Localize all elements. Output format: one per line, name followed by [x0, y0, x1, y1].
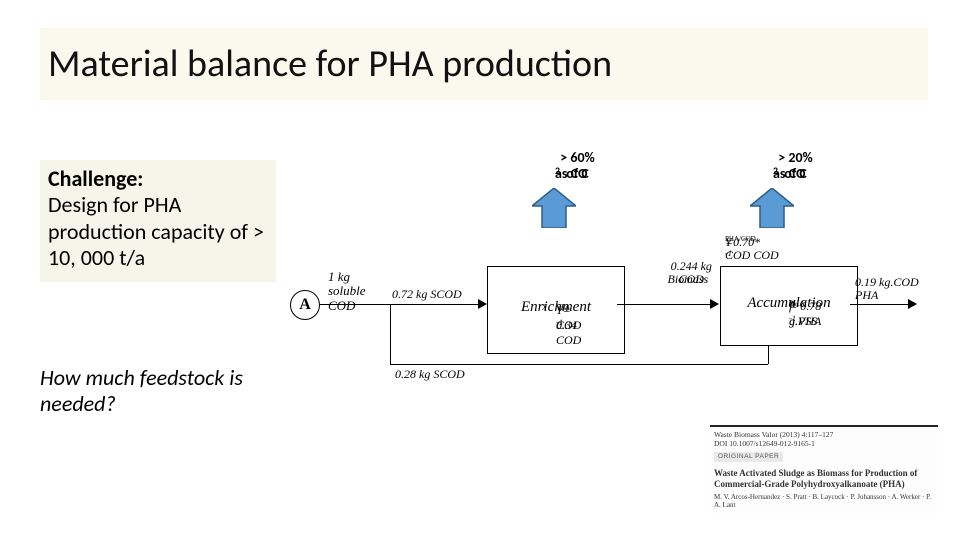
yield-exp: -1: [725, 249, 732, 258]
to-enrich-label: 0.72 kg SCOD: [392, 288, 462, 301]
output-line2: PHA: [855, 289, 878, 302]
biomass-label: 0.244 kg COD Biomass: [620, 260, 715, 273]
line-a-split: [320, 304, 390, 305]
up-arrow-left-icon: [532, 188, 576, 228]
ref-badge: ORIGINAL PAPER: [714, 452, 783, 462]
ref-journal: Waste Biomass Valor (2013) 4:117–127: [714, 430, 934, 439]
arrow-output-icon: [908, 299, 917, 309]
ref-authors: M. V. Arcos-Hernandez · S. Pratt · B. La…: [714, 493, 934, 511]
line-bypass-h: [390, 364, 768, 365]
yield-line2: COD COD: [725, 249, 779, 262]
flow-diagram: > 60% of C as CO2 > 20% of C as CO2 A 1 …: [280, 150, 940, 470]
input-line2: soluble: [328, 284, 366, 298]
accumulation-box: Accumulation fPHA*= 0.78 g.PHA g.VSS-1: [720, 266, 858, 346]
arrow-to-enrich-icon: [478, 299, 487, 309]
line-accum-out: [850, 304, 910, 305]
emission-right-label: > 20% of C as CO2: [728, 150, 818, 166]
line-enrich-accum: [617, 304, 712, 305]
page-title: Material balance for PHA production: [48, 41, 612, 87]
ref-doi: DOI 10.1007/s12649-012-9165-1: [714, 439, 934, 448]
emission-left-label: > 60% of C as CO2: [510, 150, 600, 166]
yield-label: YPHA/COD=0.70* COD COD-1: [725, 236, 855, 249]
up-arrow-right-icon: [750, 188, 794, 228]
input-line3: COD: [328, 299, 355, 313]
challenge-box: Challenge: Design for PHA production cap…: [40, 160, 276, 282]
node-a-label: A: [299, 296, 311, 314]
enrich-eq2-exp: -1: [556, 318, 563, 327]
node-a: A: [290, 290, 320, 320]
biomass-line2: Biomass: [668, 273, 709, 286]
enrichment-box: Enrichment YVFAX = 0.34 COD COD-1: [487, 266, 625, 354]
title-bar: Material balance for PHA production: [40, 28, 928, 100]
emission-right-sub: 2: [773, 166, 778, 177]
reference-card: Waste Biomass Valor (2013) 4:117–127 DOI…: [710, 425, 938, 514]
line-bypass-v: [390, 304, 391, 364]
accum-eq2-exp: -1: [789, 314, 796, 323]
input-line1: 1 kg: [328, 270, 350, 284]
ref-title: Waste Activated Sludge as Biomass for Pr…: [714, 468, 934, 490]
question-text: How much feedstock is needed?: [40, 365, 260, 418]
line-split-enrich: [390, 304, 480, 305]
challenge-body: Design for PHA production capacity of > …: [48, 192, 268, 271]
enrich-eq-sub: X: [542, 303, 547, 312]
bypass-label: 0.28 kg SCOD: [395, 368, 465, 381]
arrow-to-accum-icon: [710, 299, 719, 309]
input-label: 1 kg soluble COD: [328, 270, 388, 299]
output-label: 0.19 kg.COD PHA: [855, 276, 940, 289]
challenge-label: Challenge:: [48, 166, 268, 192]
emission-left-sub: 2: [555, 166, 560, 177]
